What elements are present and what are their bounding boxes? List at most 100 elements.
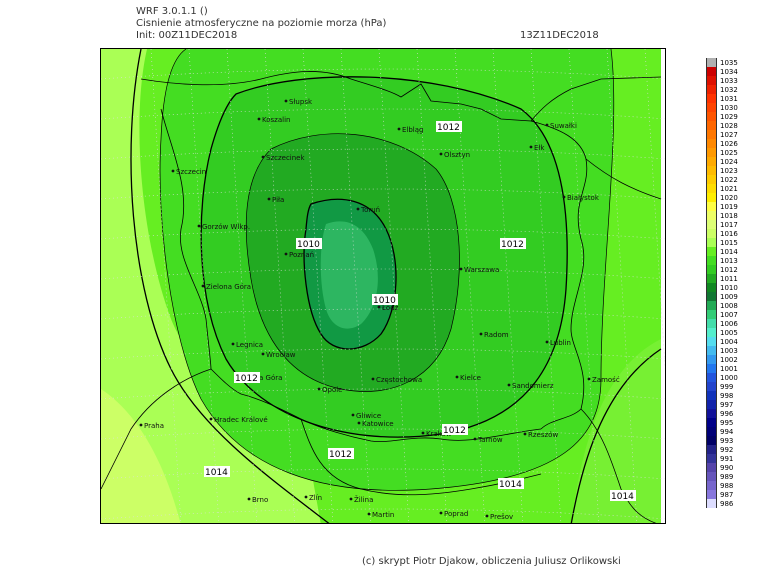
model-version: WRF 3.0.1.1 () — [136, 6, 208, 17]
city-layer: Słupsk Koszalin Elbląg Olsztyn Suwałki Ełk Szc… — [139, 98, 620, 521]
city-label: Łódź — [381, 304, 399, 312]
legend-row: 1029 — [706, 112, 738, 122]
legend-label: 1026 — [720, 140, 738, 148]
city-dot — [257, 117, 261, 121]
legend-row: 1000 — [706, 373, 738, 383]
legend-swatch — [706, 391, 717, 400]
city-label: Toruń — [360, 206, 380, 214]
city-dot — [397, 127, 401, 131]
city-label: Legnica — [236, 341, 263, 349]
legend-swatch — [706, 481, 717, 490]
city-dot — [377, 305, 381, 309]
legend-label: 1012 — [720, 266, 738, 274]
poland-west-border — [160, 108, 212, 370]
city-dot — [371, 377, 375, 381]
credit-line: (c) skrypt Piotr Djakow, obliczenia Juli… — [362, 556, 621, 567]
city-label: Katowice — [362, 420, 394, 428]
city-label: Radom — [484, 331, 509, 339]
legend-swatch — [706, 103, 717, 112]
legend-row: 1033 — [706, 76, 738, 86]
contour-label: 1014 — [499, 480, 522, 490]
city-label: Warszawa — [464, 266, 499, 274]
legend-label: 1013 — [720, 257, 738, 265]
city-dot — [201, 284, 205, 288]
legend-row: 989 — [706, 472, 734, 482]
legend-row: 1027 — [706, 130, 738, 140]
legend-label: 1022 — [720, 176, 738, 184]
city-label: Kielce — [460, 374, 481, 382]
legend-swatch — [706, 472, 717, 481]
legend-label: 1021 — [720, 185, 738, 193]
legend-label: 1011 — [720, 275, 738, 283]
city-label: Wrocław — [266, 351, 296, 359]
legend-row: 1012 — [706, 265, 738, 275]
legend-row: 1004 — [706, 337, 738, 347]
legend-row: 1002 — [706, 355, 738, 365]
city-label: Žilina — [354, 495, 373, 504]
legend-label: 1020 — [720, 194, 738, 202]
legend-row: 999 — [706, 382, 733, 392]
legend-row: 1025 — [706, 148, 738, 158]
legend-label: 1034 — [720, 68, 738, 76]
legend-label: 1000 — [720, 374, 738, 382]
legend-swatch — [706, 211, 717, 220]
city-dot — [562, 195, 566, 199]
legend-swatch — [706, 274, 717, 283]
legend-row: 1008 — [706, 301, 738, 311]
legend-row: 1006 — [706, 319, 738, 329]
legend-swatch — [706, 418, 717, 427]
isobar-1010 — [303, 198, 397, 350]
city-label: Piła — [272, 196, 284, 204]
legend-swatch — [706, 409, 717, 418]
legend-swatch — [706, 310, 717, 319]
city-dot — [367, 512, 371, 516]
legend-label: 1033 — [720, 77, 738, 85]
contour-label: 1014 — [205, 468, 228, 478]
legend-row: 1013 — [706, 256, 738, 266]
city-label: Brno — [252, 496, 268, 504]
city-dot — [231, 342, 235, 346]
legend-label: 1007 — [720, 311, 738, 319]
legend-label: 1017 — [720, 221, 738, 229]
legend-swatch — [706, 85, 717, 94]
legend-swatch — [706, 355, 717, 364]
contour-label: 1010 — [297, 240, 320, 250]
city-label: Elbląg — [402, 126, 424, 134]
city-label: Zamość — [592, 376, 620, 384]
city-label: Poznań — [289, 251, 314, 259]
legend-row: 1015 — [706, 238, 738, 248]
legend-row: 1017 — [706, 220, 738, 230]
legend-label: 1010 — [720, 284, 738, 292]
legend-row: 991 — [706, 454, 734, 464]
legend-swatch — [706, 175, 717, 184]
contour-label-bg — [204, 466, 230, 477]
legend-label: 998 — [720, 392, 734, 400]
legend-swatch — [706, 283, 717, 292]
sw-zone-1015 — [101, 49, 321, 523]
legend-label: 1016 — [720, 230, 738, 238]
legend-row: 1022 — [706, 175, 738, 185]
belarus-border — [585, 158, 662, 200]
legend-label: 986 — [720, 500, 734, 508]
legend-label: 1035 — [720, 59, 738, 67]
legend-label: 989 — [720, 473, 734, 481]
contour-label-bg — [328, 448, 354, 459]
city-dot — [197, 224, 201, 228]
legend-label: 991 — [720, 455, 734, 463]
legend-swatch — [706, 58, 717, 67]
isobar-1012 — [200, 76, 568, 438]
legend-row: 992 — [706, 445, 733, 455]
city-label: Szczecinek — [266, 154, 305, 162]
legend-label: 1025 — [720, 149, 738, 157]
legend-row: 1028 — [706, 121, 738, 131]
legend-row: 1026 — [706, 139, 738, 149]
legend-swatch — [706, 490, 717, 499]
legend-row: 1003 — [706, 346, 738, 356]
legend-row: 1034 — [706, 67, 738, 77]
contour-label: 1012 — [329, 450, 352, 460]
legend-label: 1009 — [720, 293, 738, 301]
legend-row: 1035 — [706, 58, 738, 68]
city-dot — [171, 169, 175, 173]
zone-1009 — [320, 221, 378, 329]
legend-row: 1018 — [706, 211, 738, 221]
